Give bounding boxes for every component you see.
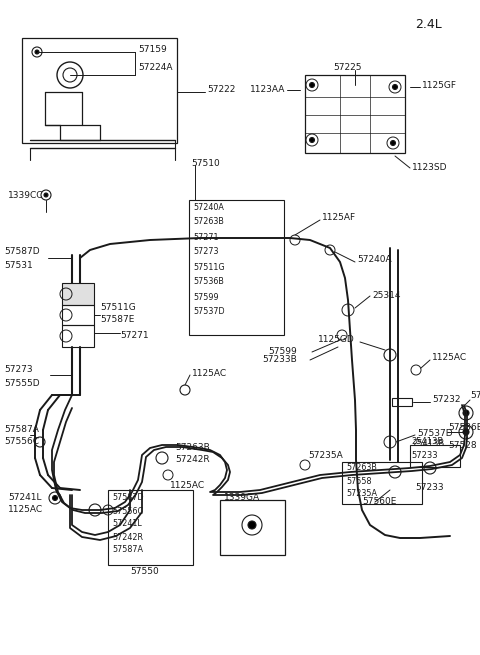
Text: 57273: 57273 <box>4 365 33 375</box>
Text: 57558: 57558 <box>470 390 480 400</box>
Text: 57241L: 57241L <box>112 519 142 529</box>
Text: 1125GF: 1125GF <box>422 81 457 90</box>
Text: 1339CC: 1339CC <box>8 191 44 200</box>
Text: 57233B: 57233B <box>262 356 297 364</box>
Text: 1125AF: 1125AF <box>322 214 356 223</box>
Text: 57263B: 57263B <box>346 464 377 472</box>
Text: 2.4L: 2.4L <box>415 18 442 31</box>
Text: 57587D: 57587D <box>4 248 40 257</box>
Text: 57599: 57599 <box>268 348 297 356</box>
Text: 57550: 57550 <box>130 567 159 576</box>
Text: 57240A: 57240A <box>357 255 392 265</box>
Text: 57233: 57233 <box>411 451 438 460</box>
Text: 57273: 57273 <box>193 248 218 257</box>
Text: 57528: 57528 <box>448 441 477 449</box>
Text: 57242R: 57242R <box>175 455 210 464</box>
Circle shape <box>52 495 58 500</box>
Circle shape <box>463 410 469 416</box>
Bar <box>22 38 177 143</box>
Text: 57241L: 57241L <box>8 493 41 502</box>
Circle shape <box>393 84 397 90</box>
Text: 57233: 57233 <box>415 483 444 493</box>
Text: 25314: 25314 <box>372 291 400 299</box>
Text: 57537D: 57537D <box>417 428 453 438</box>
Text: 57558: 57558 <box>346 476 372 485</box>
Text: 57537D: 57537D <box>193 307 225 316</box>
Text: 1123SD: 1123SD <box>412 162 447 172</box>
Text: 57536B: 57536B <box>448 424 480 432</box>
Text: 57556C: 57556C <box>112 506 143 515</box>
Text: 57560E: 57560E <box>362 498 396 506</box>
Text: 57271: 57271 <box>193 233 218 242</box>
Text: 57555D: 57555D <box>4 379 40 388</box>
Text: 57235A: 57235A <box>308 451 343 460</box>
Text: 1125AC: 1125AC <box>8 506 43 514</box>
Text: 57587A: 57587A <box>112 546 143 555</box>
Bar <box>62 283 94 305</box>
Text: 57536B: 57536B <box>193 278 224 286</box>
Text: 57222: 57222 <box>207 86 235 94</box>
Text: 57511G: 57511G <box>100 303 136 312</box>
Text: 57587E: 57587E <box>100 316 134 324</box>
Bar <box>305 75 405 153</box>
Text: 1125GD: 1125GD <box>318 335 355 345</box>
Text: 57531: 57531 <box>4 261 33 269</box>
Text: 57225: 57225 <box>333 62 361 71</box>
Bar <box>342 462 422 504</box>
Text: 57587A: 57587A <box>4 426 39 434</box>
Text: 57242R: 57242R <box>112 533 143 542</box>
Text: 57263B: 57263B <box>175 443 210 453</box>
Bar <box>62 305 94 325</box>
Text: 57599: 57599 <box>193 293 218 301</box>
Bar <box>392 398 412 406</box>
Text: 57271: 57271 <box>120 331 149 339</box>
Bar <box>220 500 285 555</box>
Text: 1125AC: 1125AC <box>432 354 467 362</box>
Circle shape <box>44 193 48 197</box>
Circle shape <box>391 141 396 145</box>
Text: 25413B: 25413B <box>411 438 443 447</box>
Text: 57240A: 57240A <box>193 202 224 212</box>
Bar <box>108 490 193 565</box>
Bar <box>62 325 94 347</box>
Bar <box>189 200 284 335</box>
Bar <box>410 445 460 467</box>
Text: 1123AA: 1123AA <box>250 84 285 94</box>
Text: 57511G: 57511G <box>193 263 225 272</box>
Text: 57263B: 57263B <box>193 217 224 227</box>
Text: 57232: 57232 <box>432 396 460 405</box>
Circle shape <box>463 429 469 435</box>
Text: 57587D: 57587D <box>112 493 144 502</box>
Circle shape <box>248 521 256 529</box>
Text: 1125AC: 1125AC <box>192 369 227 377</box>
Text: 1339GA: 1339GA <box>224 493 260 502</box>
Text: 57224A: 57224A <box>138 64 172 73</box>
Text: 57159: 57159 <box>138 45 167 54</box>
Text: 57510: 57510 <box>191 159 220 168</box>
Circle shape <box>35 50 39 54</box>
Text: 25413B: 25413B <box>412 438 444 447</box>
Text: 57556C: 57556C <box>4 438 39 447</box>
Circle shape <box>310 83 314 88</box>
Text: 57235A: 57235A <box>346 489 377 498</box>
Circle shape <box>310 138 314 143</box>
Text: 1125AC: 1125AC <box>170 481 205 489</box>
